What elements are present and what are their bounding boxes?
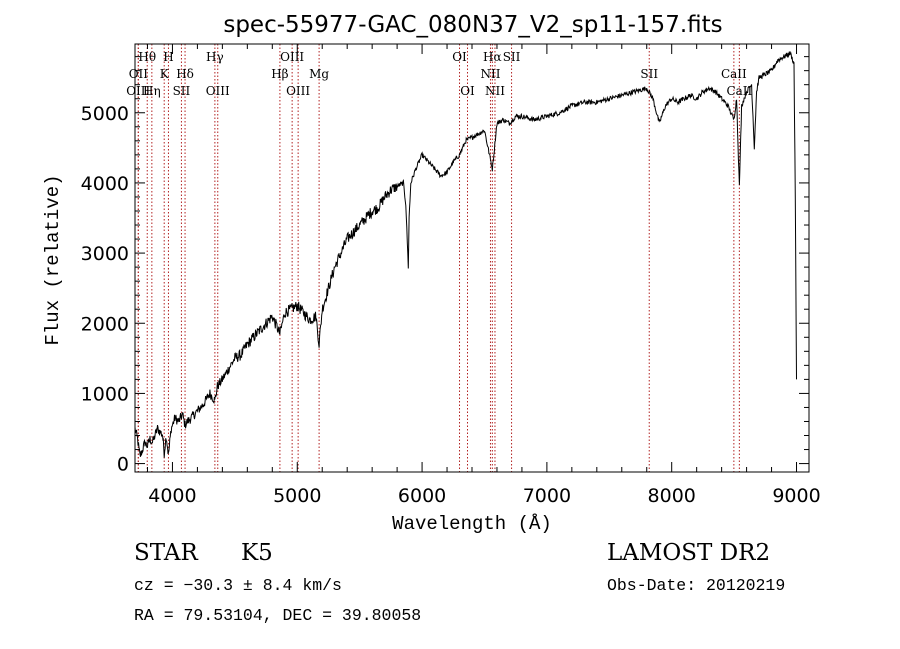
line-label: OIII	[206, 84, 230, 98]
spectrum-line	[134, 50, 797, 458]
line-label: CaII	[721, 67, 747, 81]
chart-title: spec-55977-GAC_080N37_V2_sp11-157.fits	[223, 12, 722, 38]
line-label: K	[160, 67, 170, 81]
object-subclass: K5	[241, 540, 273, 566]
y-tick-label: 2000	[81, 313, 129, 335]
redshift-info: cz = −30.3 ± 8.4 km/s	[134, 576, 342, 595]
line-label: Hθ	[138, 50, 156, 64]
line-label: OI	[452, 50, 467, 64]
x-axis: 4000 5000 6000 7000 8000 9000	[146, 44, 821, 507]
y-tick-label: 5000	[81, 103, 129, 125]
line-label: OI	[460, 84, 475, 98]
x-tick-label: 7000	[523, 485, 571, 507]
plot-frame	[134, 43, 810, 473]
line-label: H	[163, 50, 173, 64]
line-label: NII	[485, 84, 505, 98]
x-tick-label: 9000	[772, 485, 820, 507]
y-tick-label: 1000	[81, 383, 129, 405]
line-label: CaII	[726, 84, 752, 98]
line-label: OIII	[126, 84, 150, 98]
y-tick-label: 4000	[81, 173, 129, 195]
line-label: SII	[640, 67, 658, 81]
y-axis-label: Flux (relative)	[42, 174, 64, 345]
line-label: SII	[503, 50, 521, 64]
y-axis: 0 1000 2000 3000 4000 5000	[81, 56, 809, 476]
object-class: STAR	[134, 540, 198, 566]
x-tick-label: 5000	[273, 485, 321, 507]
x-tick-label: 8000	[648, 485, 696, 507]
line-label: SII	[173, 84, 191, 98]
line-label: Hη	[143, 84, 161, 98]
survey-name: LAMOST DR2	[607, 540, 770, 566]
line-label: OIII	[286, 84, 310, 98]
line-label: NII	[480, 67, 500, 81]
coordinates: RA = 79.53104, DEC = 39.80058	[134, 606, 421, 625]
line-label: Mg	[309, 67, 329, 81]
y-tick-label: 3000	[81, 243, 129, 265]
x-tick-label: 4000	[148, 485, 196, 507]
spectral-line-markers	[137, 44, 740, 472]
x-tick-label: 6000	[398, 485, 446, 507]
y-tick-label: 0	[117, 454, 129, 476]
x-axis-label: Wavelength (Å)	[392, 513, 552, 535]
line-label: Hβ	[271, 67, 288, 81]
line-label: OII	[129, 67, 149, 81]
line-label: OIII	[280, 50, 304, 64]
line-label: Hα	[483, 50, 502, 64]
line-label: Hδ	[176, 67, 194, 81]
line-label: Hγ	[206, 50, 224, 64]
observation-date: Obs-Date: 20120219	[607, 576, 785, 595]
